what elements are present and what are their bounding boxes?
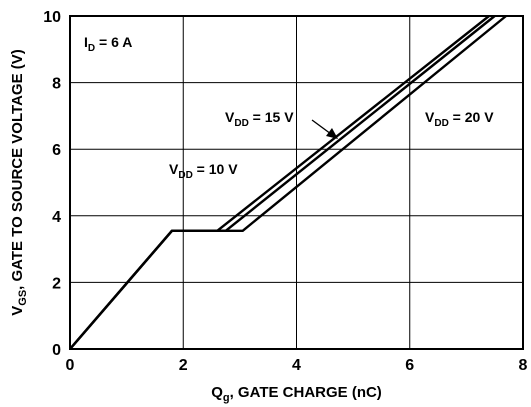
- x-tick-label: 2: [179, 357, 188, 374]
- y-tick-label: 6: [52, 142, 61, 159]
- y-tick-label: 10: [43, 9, 61, 26]
- x-axis-label: Qg, GATE CHARGE (nC): [211, 384, 382, 404]
- x-tick-label: 6: [405, 357, 414, 374]
- y-tick-label: 4: [52, 209, 61, 226]
- annotation-label: VDD = 10 V: [169, 161, 238, 181]
- vdd-15-pointer-arrowhead: [326, 128, 338, 139]
- plot-frame: [69, 15, 524, 350]
- annotation-label: VDD = 15 V: [225, 109, 294, 129]
- x-tick-label: 0: [66, 357, 75, 374]
- series-line-3: [69, 15, 507, 350]
- vdd-15-pointer-arrow: [311, 119, 332, 135]
- y-tick-label: 8: [52, 76, 61, 93]
- x-tick-label: 4: [292, 357, 301, 374]
- annotation-label: ID = 6 A: [84, 34, 132, 54]
- series-line-1: [69, 15, 490, 350]
- x-axis-label-rest: , GATE CHARGE (nC): [230, 384, 382, 401]
- series-layer: [69, 15, 507, 350]
- annotation-label: VDD = 20 V: [425, 109, 494, 129]
- y-axis-label: VGS, GATE TO SOURCE VOLTAGE (V): [9, 49, 29, 316]
- tick-labels: 0 2 4 6 8 0 2 4 6 8 10: [43, 9, 527, 374]
- grid-lines: [70, 16, 523, 349]
- y-axis-label-sub: GS: [17, 290, 29, 306]
- x-axis-label-main: Q: [211, 384, 223, 401]
- series-line-2: [69, 15, 496, 350]
- x-axis-label-sub: g: [223, 392, 230, 404]
- y-tick-label: 0: [52, 342, 61, 359]
- annotations: ID = 6 A VDD = 10 V VDD = 15 V VDD = 20 V: [84, 34, 494, 181]
- y-tick-label: 2: [52, 275, 61, 292]
- y-axis-label-main: V: [9, 306, 26, 316]
- y-axis-label-rest: , GATE TO SOURCE VOLTAGE (V): [9, 49, 26, 290]
- x-tick-label: 8: [519, 357, 528, 374]
